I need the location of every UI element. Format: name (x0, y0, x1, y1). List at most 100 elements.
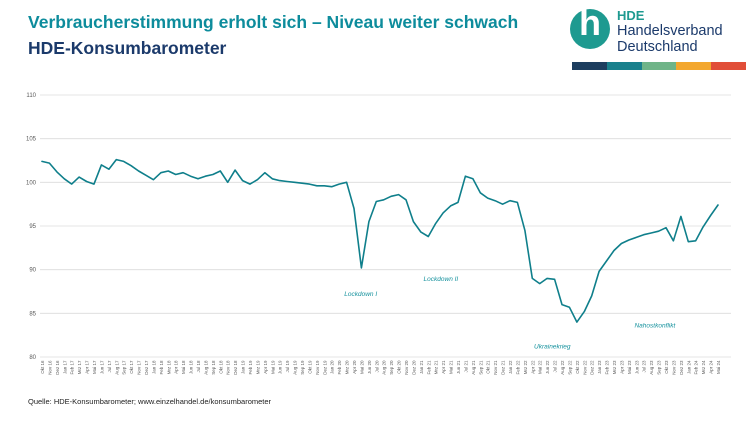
x-tick-label: Okt 20 (397, 360, 402, 374)
x-tick-label: Jun 21 (456, 360, 461, 374)
x-tick-label: Jun 19 (278, 360, 283, 374)
x-tick-label: Nov 18 (226, 360, 231, 375)
hde-logo-text: HDE Handelsverband Deutschland (617, 8, 723, 55)
y-tick-label: 100 (26, 180, 37, 186)
x-tick-label: Dez 20 (411, 360, 416, 375)
hde-h-monogram: h (579, 2, 601, 43)
logo-org-line1: Handelsverband (617, 23, 723, 39)
x-tick-label: Sep 22 (567, 360, 572, 375)
y-tick-label: 110 (26, 93, 36, 99)
event-annotation: Nahostkonflikt (634, 322, 676, 329)
x-tick-label: Nov 16 (47, 360, 52, 375)
page-title: Verbraucherstimmung erholt sich – Niveau… (28, 12, 519, 32)
x-tick-label: Mai 19 (270, 360, 275, 374)
x-tick-label: Mai 23 (627, 360, 632, 374)
x-tick-label: Aug 19 (293, 360, 298, 375)
logo-bar-segment (676, 62, 712, 70)
x-tick-label: Jan 23 (597, 360, 602, 374)
x-tick-label: Jan 20 (330, 360, 335, 374)
x-tick-label: Apr 17 (85, 360, 90, 374)
x-tick-label: Nov 23 (671, 360, 676, 375)
x-tick-label: Mai 21 (449, 360, 454, 374)
x-tick-label: Dez 16 (55, 360, 60, 375)
x-tick-label: Jul 20 (374, 360, 379, 373)
x-tick-label: Sep 20 (389, 360, 394, 375)
x-tick-label: Feb 24 (694, 360, 699, 375)
x-tick-label: Jul 23 (642, 360, 647, 373)
x-tick-label: Sep 19 (300, 360, 305, 375)
y-tick-label: 90 (29, 268, 36, 274)
x-tick-label: Aug 22 (560, 360, 565, 375)
x-tick-label: Nov 17 (137, 360, 142, 375)
x-tick-label: Feb 23 (605, 360, 610, 375)
x-tick-label: Nov 19 (315, 360, 320, 375)
x-tick-label: Jun 18 (189, 360, 194, 374)
y-tick-label: 105 (26, 137, 37, 143)
x-tick-label: Mai 22 (538, 360, 543, 374)
x-tick-label: Mai 18 (181, 360, 186, 374)
page-subtitle: HDE-Konsumbarometer (28, 38, 227, 58)
x-tick-label: Jan 18 (151, 360, 156, 374)
logo-name: HDE (617, 8, 645, 23)
event-annotation: Lockdown I (344, 291, 377, 298)
x-tick-label: Okt 18 (218, 360, 223, 374)
x-tick-label: Jan 22 (508, 360, 513, 374)
x-tick-label: Mrz 20 (345, 360, 350, 374)
logo-bar-segment (572, 62, 607, 70)
x-tick-label: Apr 21 (441, 360, 446, 374)
x-tick-label: Mrz 19 (255, 360, 260, 374)
x-tick-label: Nov 22 (582, 360, 587, 375)
x-tick-label: Aug 18 (203, 360, 208, 375)
x-tick-label: Sep 21 (478, 360, 483, 375)
x-tick-label: Dez 17 (144, 360, 149, 375)
x-tick-label: Dez 23 (679, 360, 684, 375)
x-tick-label: Apr 22 (530, 360, 535, 374)
x-tick-label: Sep 17 (122, 360, 127, 375)
sentiment-line (41, 158, 719, 323)
x-tick-label: Dez 18 (233, 360, 238, 375)
x-tick-label: Feb 22 (515, 360, 520, 375)
x-tick-label: Feb 21 (426, 360, 431, 375)
page-title-block: Verbraucherstimmung erholt sich – Niveau… (28, 9, 518, 61)
event-annotation: Ukrainekrieg (534, 343, 571, 350)
x-tick-label: Apr 24 (709, 360, 714, 374)
x-tick-label: Mrz 22 (523, 360, 528, 374)
x-tick-label: Okt 19 (307, 360, 312, 374)
x-tick-label: Apr 18 (174, 360, 179, 374)
x-tick-label: Feb 17 (70, 360, 75, 375)
x-tick-label: Aug 17 (114, 360, 119, 375)
x-tick-label: Mrz 24 (701, 360, 706, 374)
x-tick-label: Feb 19 (248, 360, 253, 375)
x-tick-label: Jun 22 (545, 360, 550, 374)
x-tick-label: Aug 21 (471, 360, 476, 375)
x-tick-label: Jan 17 (62, 360, 67, 374)
x-tick-label: Sep 18 (211, 360, 216, 375)
y-tick-label: 80 (29, 355, 36, 361)
x-tick-label: Mrz 21 (434, 360, 439, 374)
x-tick-label: Jul 22 (553, 360, 558, 373)
x-tick-label: Jan 19 (241, 360, 246, 374)
hde-logo: h HDE Handelsverband Deutschland (568, 2, 748, 71)
x-tick-label: Apr 23 (619, 360, 624, 374)
x-tick-label: Feb 18 (159, 360, 164, 375)
x-tick-label: Mrz 17 (77, 360, 82, 374)
x-tick-label: Mai 17 (92, 360, 97, 374)
hde-logo-icon: h (570, 2, 610, 49)
x-tick-label: Jul 17 (107, 360, 112, 373)
x-tick-label: Nov 21 (493, 360, 498, 375)
x-tick-label: Aug 20 (382, 360, 387, 375)
x-tick-label: Feb 20 (337, 360, 342, 375)
logo-bar-segment (711, 62, 746, 70)
logo-org-line2: Deutschland (617, 39, 698, 55)
x-tick-label: Dez 21 (501, 360, 506, 375)
source-note: Quelle: HDE-Konsumbarometer; www.einzelh… (28, 397, 272, 406)
x-tick-label: Apr 20 (352, 360, 357, 374)
x-tick-label: Jun 17 (99, 360, 104, 374)
x-tick-label: Jan 24 (686, 360, 691, 374)
x-tick-label: Okt 22 (575, 360, 580, 374)
x-tick-label: Jul 18 (196, 360, 201, 373)
logo-bar-segment (641, 62, 677, 70)
x-tick-label: Jun 23 (634, 360, 639, 374)
x-tick-label: Sep 23 (657, 360, 662, 375)
